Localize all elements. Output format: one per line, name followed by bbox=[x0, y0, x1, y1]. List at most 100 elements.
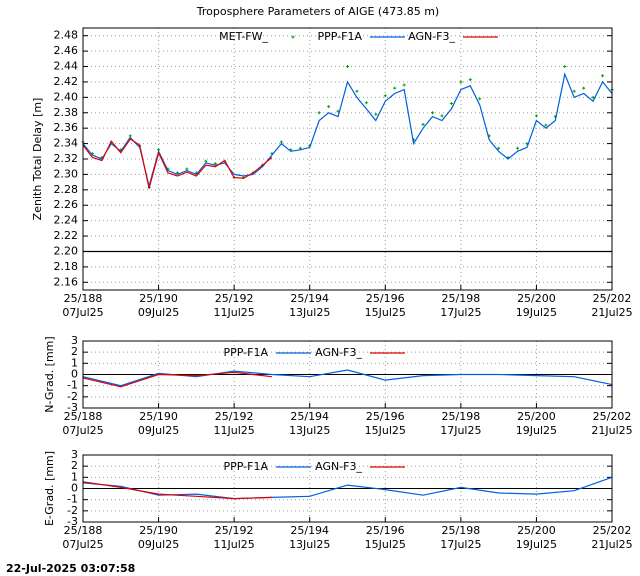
y-tick-label: 2.42 bbox=[54, 75, 79, 88]
y-tick-label: 2.38 bbox=[54, 106, 79, 119]
x-tick-label: 25/194 bbox=[290, 410, 329, 423]
y-tick-label: 3 bbox=[71, 448, 78, 461]
y-tick-label: 2.16 bbox=[54, 275, 79, 288]
x-tick-date: 21Jul25 bbox=[591, 424, 632, 437]
x-tick-label: 25/192 bbox=[215, 410, 254, 423]
plot-frame bbox=[82, 454, 613, 523]
y-tick-label: 2.24 bbox=[54, 214, 79, 227]
y-tick-label: 3 bbox=[71, 334, 78, 347]
y-tick-label: 2.20 bbox=[54, 244, 79, 257]
x-tick-label: 25/202 bbox=[593, 524, 632, 537]
point bbox=[449, 102, 453, 106]
point bbox=[459, 80, 463, 84]
y-tick-label: 2.30 bbox=[54, 167, 79, 180]
x-tick-date: 17Jul25 bbox=[440, 424, 481, 437]
x-tick-date: 13Jul25 bbox=[289, 424, 330, 437]
point bbox=[383, 94, 387, 98]
y-tick-label: 2.34 bbox=[54, 137, 79, 150]
y-tick-label: 0 bbox=[71, 482, 78, 495]
y-axis-label: Zenith Total Delay [m] bbox=[31, 98, 44, 221]
x-tick-date: 11Jul25 bbox=[214, 538, 255, 551]
x-tick-date: 09Jul25 bbox=[138, 538, 179, 551]
point bbox=[534, 114, 538, 118]
point bbox=[421, 122, 425, 126]
x-tick-date: 21Jul25 bbox=[591, 538, 632, 551]
x-tick-date: 07Jul25 bbox=[62, 306, 103, 319]
x-tick-date: 15Jul25 bbox=[365, 538, 406, 551]
x-tick-date: 17Jul25 bbox=[440, 306, 481, 319]
point bbox=[516, 146, 520, 150]
point bbox=[468, 78, 472, 82]
x-tick-date: 07Jul25 bbox=[62, 424, 103, 437]
y-tick-label: 2.48 bbox=[54, 29, 79, 42]
x-tick-label: 25/200 bbox=[517, 292, 556, 305]
y-tick-label: -3 bbox=[67, 401, 78, 414]
x-tick-label: 25/196 bbox=[366, 524, 405, 537]
x-tick-label: 25/196 bbox=[366, 292, 405, 305]
y-tick-label: -2 bbox=[67, 504, 78, 517]
point bbox=[582, 86, 586, 90]
y-axis-label: E-Grad. [mm] bbox=[43, 451, 56, 526]
x-tick-label: 25/190 bbox=[139, 524, 178, 537]
series-line bbox=[82, 72, 613, 189]
legend-label: AGN-F3_ bbox=[408, 30, 455, 43]
x-tick-date: 15Jul25 bbox=[365, 424, 406, 437]
series-line bbox=[82, 371, 272, 388]
y-tick-label: -1 bbox=[67, 379, 78, 392]
point bbox=[317, 111, 321, 115]
x-tick-date: 09Jul25 bbox=[138, 424, 179, 437]
x-tick-label: 25/194 bbox=[290, 292, 329, 305]
x-tick-date: 13Jul25 bbox=[289, 306, 330, 319]
point bbox=[393, 86, 397, 90]
y-tick-label: 2.32 bbox=[54, 152, 79, 165]
y-tick-label: 1 bbox=[71, 470, 78, 483]
x-tick-label: 25/198 bbox=[442, 292, 481, 305]
y-tick-label: 2.18 bbox=[54, 260, 79, 273]
x-tick-date: 13Jul25 bbox=[289, 538, 330, 551]
x-tick-label: 25/188 bbox=[64, 410, 103, 423]
point bbox=[478, 97, 482, 101]
x-tick-date: 19Jul25 bbox=[516, 424, 557, 437]
y-tick-label: -1 bbox=[67, 493, 78, 506]
y-tick-label: 2.46 bbox=[54, 44, 79, 57]
x-tick-label: 25/198 bbox=[442, 524, 481, 537]
y-tick-label: 2.40 bbox=[54, 90, 79, 103]
x-tick-label: 25/192 bbox=[215, 524, 254, 537]
x-tick-date: 21Jul25 bbox=[591, 306, 632, 319]
legend-label: MET-FW_ bbox=[219, 30, 268, 43]
plot-frame bbox=[82, 340, 613, 409]
y-tick-label: 2.26 bbox=[54, 198, 79, 211]
y-tick-label: 2.22 bbox=[54, 229, 79, 242]
x-tick-label: 25/194 bbox=[290, 524, 329, 537]
point bbox=[346, 65, 349, 69]
point bbox=[402, 83, 406, 87]
x-tick-label: 25/202 bbox=[593, 292, 632, 305]
point bbox=[355, 89, 359, 93]
point bbox=[544, 123, 548, 127]
footer: 22-Jul-2025 03:07:58 bbox=[6, 562, 135, 575]
y-tick-label: 0 bbox=[71, 368, 78, 381]
legend-label: PPP-F1A bbox=[224, 346, 269, 359]
series-line bbox=[82, 138, 273, 189]
y-tick-label: 2.44 bbox=[54, 60, 79, 73]
point bbox=[374, 112, 378, 116]
point bbox=[591, 95, 595, 99]
point bbox=[364, 101, 368, 105]
x-tick-label: 25/190 bbox=[139, 292, 178, 305]
plot-frame bbox=[82, 27, 613, 291]
x-tick-label: 25/192 bbox=[215, 292, 254, 305]
x-tick-date: 09Jul25 bbox=[138, 306, 179, 319]
point bbox=[572, 89, 576, 93]
x-tick-date: 17Jul25 bbox=[440, 538, 481, 551]
y-tick-label: 1 bbox=[71, 356, 78, 369]
y-tick-label: 2.28 bbox=[54, 183, 79, 196]
y-tick-label: -3 bbox=[67, 515, 78, 528]
x-tick-date: 15Jul25 bbox=[365, 306, 406, 319]
point bbox=[431, 111, 435, 115]
x-tick-label: 25/190 bbox=[139, 410, 178, 423]
x-tick-date: 11Jul25 bbox=[214, 424, 255, 437]
y-axis-label: N-Grad. [mm] bbox=[43, 336, 56, 412]
x-tick-label: 25/200 bbox=[517, 524, 556, 537]
y-tick-label: -2 bbox=[67, 390, 78, 403]
